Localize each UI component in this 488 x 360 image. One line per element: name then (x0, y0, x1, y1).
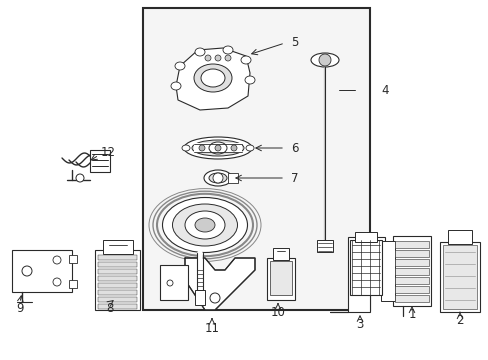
Bar (98, 297, 137, 302)
Bar (160, 265, 187, 300)
Ellipse shape (195, 48, 204, 56)
Bar (349, 240, 381, 295)
Circle shape (53, 278, 61, 286)
Ellipse shape (171, 82, 181, 90)
Ellipse shape (203, 170, 231, 186)
Bar (316, 240, 332, 252)
Circle shape (199, 145, 204, 151)
Bar (98, 283, 137, 288)
Bar (98, 276, 137, 281)
Bar (98, 262, 137, 267)
Bar (266, 258, 294, 300)
Ellipse shape (184, 211, 224, 239)
Bar (392, 236, 430, 306)
Bar (195, 290, 204, 305)
Ellipse shape (192, 140, 244, 156)
Circle shape (215, 55, 221, 61)
Bar (269, 261, 291, 295)
Bar (394, 277, 428, 284)
Circle shape (318, 54, 330, 66)
Bar (98, 304, 137, 309)
Bar (98, 269, 137, 274)
Polygon shape (184, 258, 254, 310)
Bar (142, 8, 369, 310)
Ellipse shape (208, 142, 226, 154)
Ellipse shape (195, 218, 215, 232)
Bar (394, 250, 428, 257)
Text: 4: 4 (381, 84, 388, 96)
Circle shape (204, 55, 210, 61)
Bar (272, 248, 288, 260)
Ellipse shape (182, 145, 190, 151)
Text: 12: 12 (101, 145, 115, 158)
Ellipse shape (244, 76, 254, 84)
Ellipse shape (208, 173, 226, 183)
Text: 2: 2 (455, 314, 463, 327)
Bar (98, 255, 137, 260)
Bar (442, 245, 476, 309)
Ellipse shape (194, 64, 231, 92)
Bar (394, 295, 428, 302)
Polygon shape (329, 237, 384, 312)
Text: 7: 7 (291, 171, 298, 184)
Circle shape (213, 173, 223, 183)
Circle shape (224, 55, 230, 61)
Ellipse shape (162, 198, 247, 252)
Circle shape (22, 266, 32, 276)
Text: 8: 8 (106, 302, 113, 315)
Circle shape (215, 145, 221, 151)
Bar (12, 250, 72, 292)
Bar (439, 242, 479, 312)
Bar (69, 255, 77, 263)
Bar (103, 240, 133, 254)
Circle shape (53, 256, 61, 264)
Ellipse shape (223, 46, 232, 54)
Bar (447, 230, 471, 244)
Bar (380, 241, 394, 301)
Ellipse shape (201, 69, 224, 87)
Circle shape (230, 145, 237, 151)
Bar (394, 259, 428, 266)
Ellipse shape (175, 62, 184, 70)
Text: 9: 9 (16, 302, 24, 315)
Circle shape (209, 293, 220, 303)
Circle shape (76, 174, 84, 182)
Bar (98, 290, 137, 295)
Ellipse shape (241, 56, 250, 64)
Text: 1: 1 (407, 309, 415, 321)
Bar (95, 250, 140, 310)
Bar (69, 280, 77, 288)
Text: 5: 5 (291, 36, 298, 49)
Ellipse shape (245, 145, 253, 151)
Text: 11: 11 (204, 321, 219, 334)
Ellipse shape (183, 137, 251, 159)
Text: 6: 6 (291, 141, 298, 154)
Bar (394, 241, 428, 248)
Bar (394, 268, 428, 275)
Circle shape (167, 280, 173, 286)
Text: 10: 10 (270, 306, 285, 319)
Ellipse shape (172, 204, 237, 246)
Bar (394, 286, 428, 293)
Bar (354, 232, 376, 242)
Text: 3: 3 (356, 319, 363, 332)
Bar (194, 143, 242, 153)
Bar (227, 173, 238, 183)
Ellipse shape (310, 53, 338, 67)
Bar (90, 150, 110, 172)
Polygon shape (176, 48, 249, 110)
